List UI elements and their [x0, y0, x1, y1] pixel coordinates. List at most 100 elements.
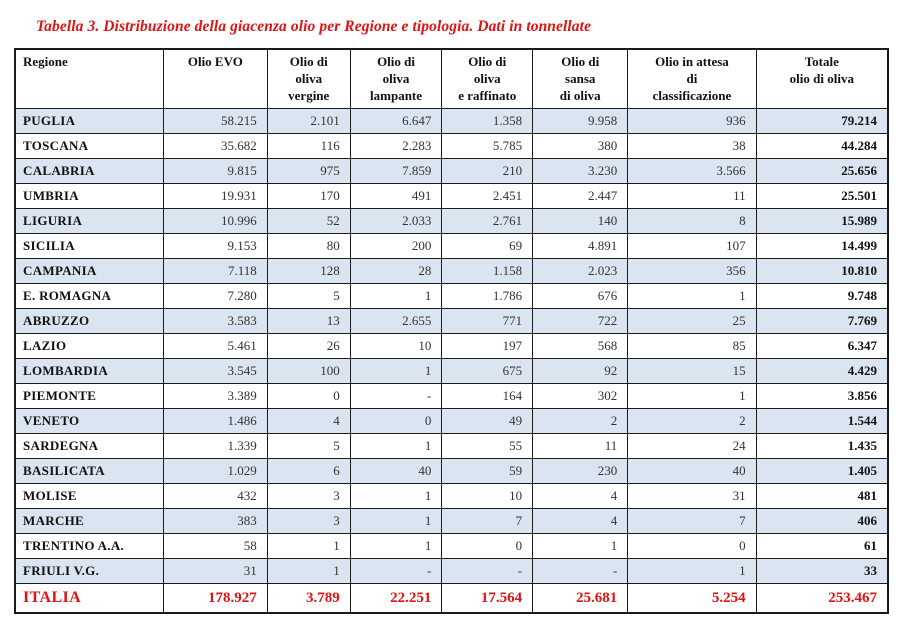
value-cell: 4: [532, 508, 629, 535]
value-cell: 6.647: [349, 108, 443, 135]
value-cell: 1.486: [162, 408, 268, 435]
total-cell: 61: [755, 533, 889, 560]
value-cell: 0: [266, 383, 351, 410]
value-cell: 8: [627, 208, 757, 235]
value-cell: 55: [441, 433, 534, 460]
value-cell: -: [349, 383, 443, 410]
value-cell: 100: [266, 358, 351, 385]
row-lombardia: LOMBARDIA 3.545 100 1 675 92 15 4.429: [14, 358, 889, 385]
row-puglia: PUGLIA 58.215 2.101 6.647 1.358 9.958 936 79.21…: [14, 108, 889, 135]
value-cell: 1: [532, 533, 629, 560]
value-cell: 58.215: [162, 108, 268, 135]
table-caption: Tabella 3. Distribuzione della giacenza …: [36, 18, 592, 35]
total-cell: 406: [755, 508, 889, 535]
row-liguria: LIGURIA 10.996 52 2.033 2.761 140 8 15.989: [14, 208, 889, 235]
value-cell: 936: [627, 108, 757, 135]
value-cell: 3: [266, 508, 351, 535]
header-cell-olio-di-4: Olio di oliva e raffinato: [441, 48, 534, 110]
row-sicilia: SICILIA 9.153 80 200 69 4.891 107 14.499: [14, 233, 889, 260]
value-cell: 59: [441, 458, 534, 485]
value-cell: 1.158: [441, 258, 534, 285]
value-cell: 210: [441, 158, 534, 185]
region-cell: TRENTINO A.A.: [14, 533, 164, 560]
row-toscana: TOSCANA 35.682 116 2.283 5.785 380 38 44.284: [14, 133, 889, 160]
value-cell: 28: [349, 258, 443, 285]
value-cell: 1: [266, 533, 351, 560]
value-cell: 80: [266, 233, 351, 260]
value-cell: 5.461: [162, 333, 268, 360]
row-marche: MARCHE 383 3 1 7 4 7 406: [14, 508, 889, 535]
value-cell: 11: [532, 433, 629, 460]
value-cell: 2.283: [349, 133, 443, 160]
value-cell: 1: [627, 558, 757, 585]
value-cell: -: [532, 558, 629, 585]
value-cell: 24: [627, 433, 757, 460]
total-cell: 9.748: [755, 283, 889, 310]
value-cell: 230: [532, 458, 629, 485]
row-e-romagna: E. ROMAGNA 7.280 5 1 1.786 676 1 9.748: [14, 283, 889, 310]
value-cell: 975: [266, 158, 351, 185]
value-cell: 9.958: [532, 108, 629, 135]
header-cell-olio-di-5: Olio di sansa di oliva: [532, 48, 629, 110]
value-cell: -: [349, 558, 443, 585]
row-trentino-a-a: TRENTINO A.A. 58 1 1 0 1 0 61: [14, 533, 889, 560]
value-cell: 3.583: [162, 308, 268, 335]
region-cell: CALABRIA: [14, 158, 164, 185]
total-cell: 15.989: [755, 208, 889, 235]
value-cell: 1: [349, 483, 443, 510]
total-cell: 481: [755, 483, 889, 510]
row-italia: ITALIA 178.927 3.789 22.251 17.564 25.681 5.25…: [14, 583, 889, 614]
region-cell: MOLISE: [14, 483, 164, 510]
value-cell: 6: [266, 458, 351, 485]
region-cell: BASILICATA: [14, 458, 164, 485]
total-cell: 1.435: [755, 433, 889, 460]
value-cell: 302: [532, 383, 629, 410]
total-cell: 1.405: [755, 458, 889, 485]
table-header: Regione Olio EVO Olio di oliva vergine Olio…: [14, 48, 889, 110]
value-cell: 9.153: [162, 233, 268, 260]
value-cell: 200: [349, 233, 443, 260]
value-cell: 4.891: [532, 233, 629, 260]
value-cell: 128: [266, 258, 351, 285]
total-cell: 3.856: [755, 383, 889, 410]
value-cell: 1.358: [441, 108, 534, 135]
value-cell: 31: [627, 483, 757, 510]
value-cell: 13: [266, 308, 351, 335]
value-cell: 2: [627, 408, 757, 435]
value-cell: 17.564: [441, 583, 534, 614]
region-cell: UMBRIA: [14, 183, 164, 210]
value-cell: 197: [441, 333, 534, 360]
value-cell: 2: [532, 408, 629, 435]
header-cell-regione: Regione: [14, 48, 164, 110]
value-cell: 7.118: [162, 258, 268, 285]
value-cell: 722: [532, 308, 629, 335]
value-cell: 49: [441, 408, 534, 435]
value-cell: 9.815: [162, 158, 268, 185]
value-cell: 1: [266, 558, 351, 585]
row-campania: CAMPANIA 7.118 128 28 1.158 2.023 356 10.810: [14, 258, 889, 285]
row-sardegna: SARDEGNA 1.339 5 1 55 11 24 1.435: [14, 433, 889, 460]
value-cell: 5: [266, 433, 351, 460]
value-cell: 10: [349, 333, 443, 360]
table-body: PUGLIA 58.215 2.101 6.647 1.358 9.958 936 79.21…: [14, 108, 889, 614]
row-abruzzo: ABRUZZO 3.583 13 2.655 771 722 25 7.769: [14, 308, 889, 335]
value-cell: 11: [627, 183, 757, 210]
total-cell: 253.467: [755, 583, 889, 614]
value-cell: 170: [266, 183, 351, 210]
row-veneto: VENETO 1.486 4 0 49 2 2 1.544: [14, 408, 889, 435]
value-cell: 5.254: [627, 583, 757, 614]
value-cell: 432: [162, 483, 268, 510]
value-cell: -: [441, 558, 534, 585]
value-cell: 2.101: [266, 108, 351, 135]
header-cell-olio-evo-1: Olio EVO: [162, 48, 268, 110]
value-cell: 2.655: [349, 308, 443, 335]
value-cell: 85: [627, 333, 757, 360]
value-cell: 2.761: [441, 208, 534, 235]
value-cell: 1.786: [441, 283, 534, 310]
value-cell: 1: [349, 433, 443, 460]
value-cell: 676: [532, 283, 629, 310]
value-cell: 0: [349, 408, 443, 435]
value-cell: 178.927: [162, 583, 268, 614]
value-cell: 380: [532, 133, 629, 160]
value-cell: 568: [532, 333, 629, 360]
